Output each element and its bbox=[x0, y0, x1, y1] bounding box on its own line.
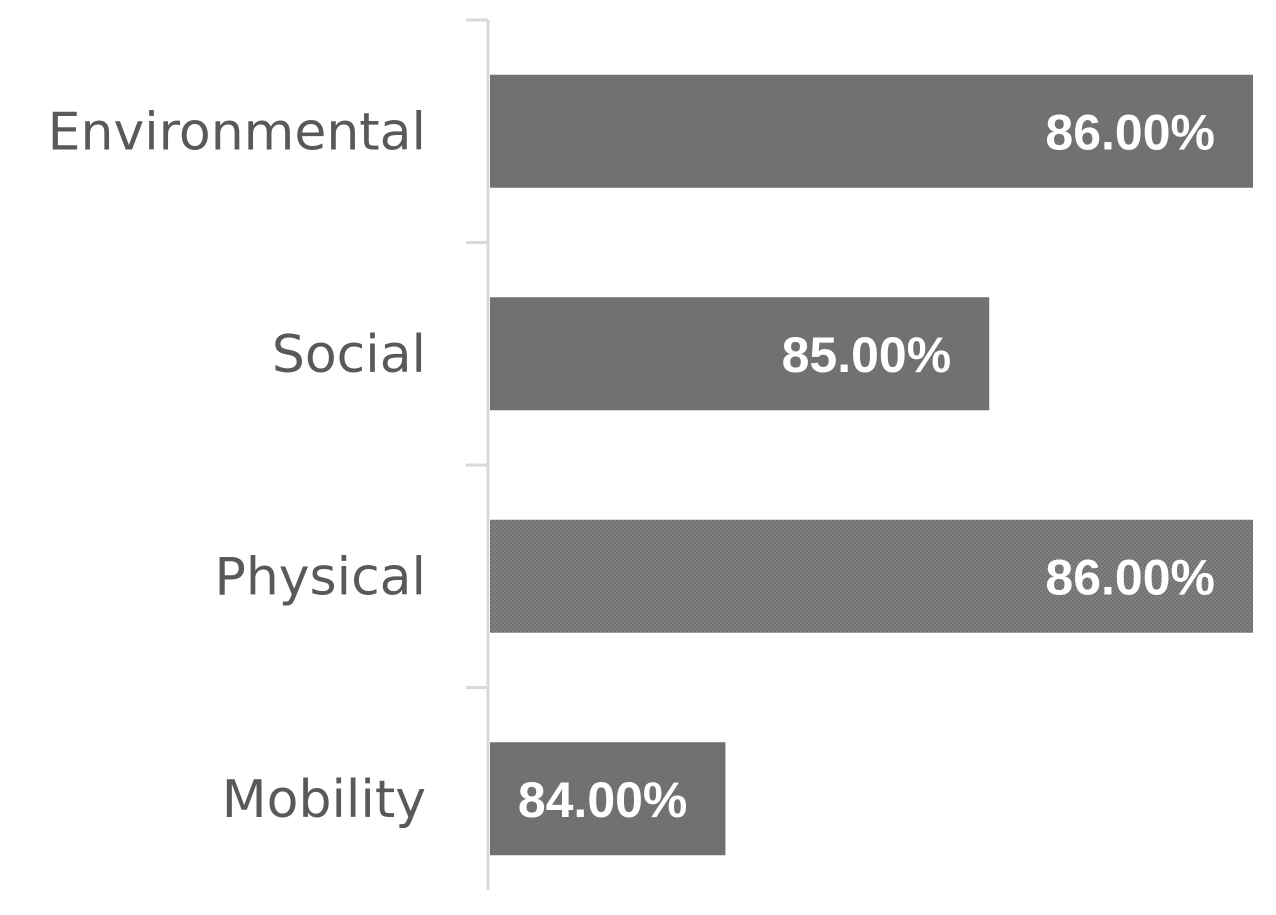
bar-social bbox=[490, 297, 990, 411]
bar-mobility bbox=[490, 742, 726, 856]
category-label-physical: Physical bbox=[214, 547, 426, 607]
data-label-social: 85.00% bbox=[782, 327, 952, 383]
data-label-mobility: 84.00% bbox=[518, 772, 688, 828]
data-label-environmental: 86.00% bbox=[1045, 104, 1215, 160]
bar-environmental bbox=[490, 74, 1253, 188]
category-label-social: Social bbox=[272, 325, 426, 385]
data-label-physical: 86.00% bbox=[1045, 549, 1215, 605]
category-label-environmental: Environmental bbox=[48, 102, 426, 162]
bar-physical bbox=[490, 519, 1253, 633]
category-label-mobility: Mobility bbox=[222, 770, 426, 830]
